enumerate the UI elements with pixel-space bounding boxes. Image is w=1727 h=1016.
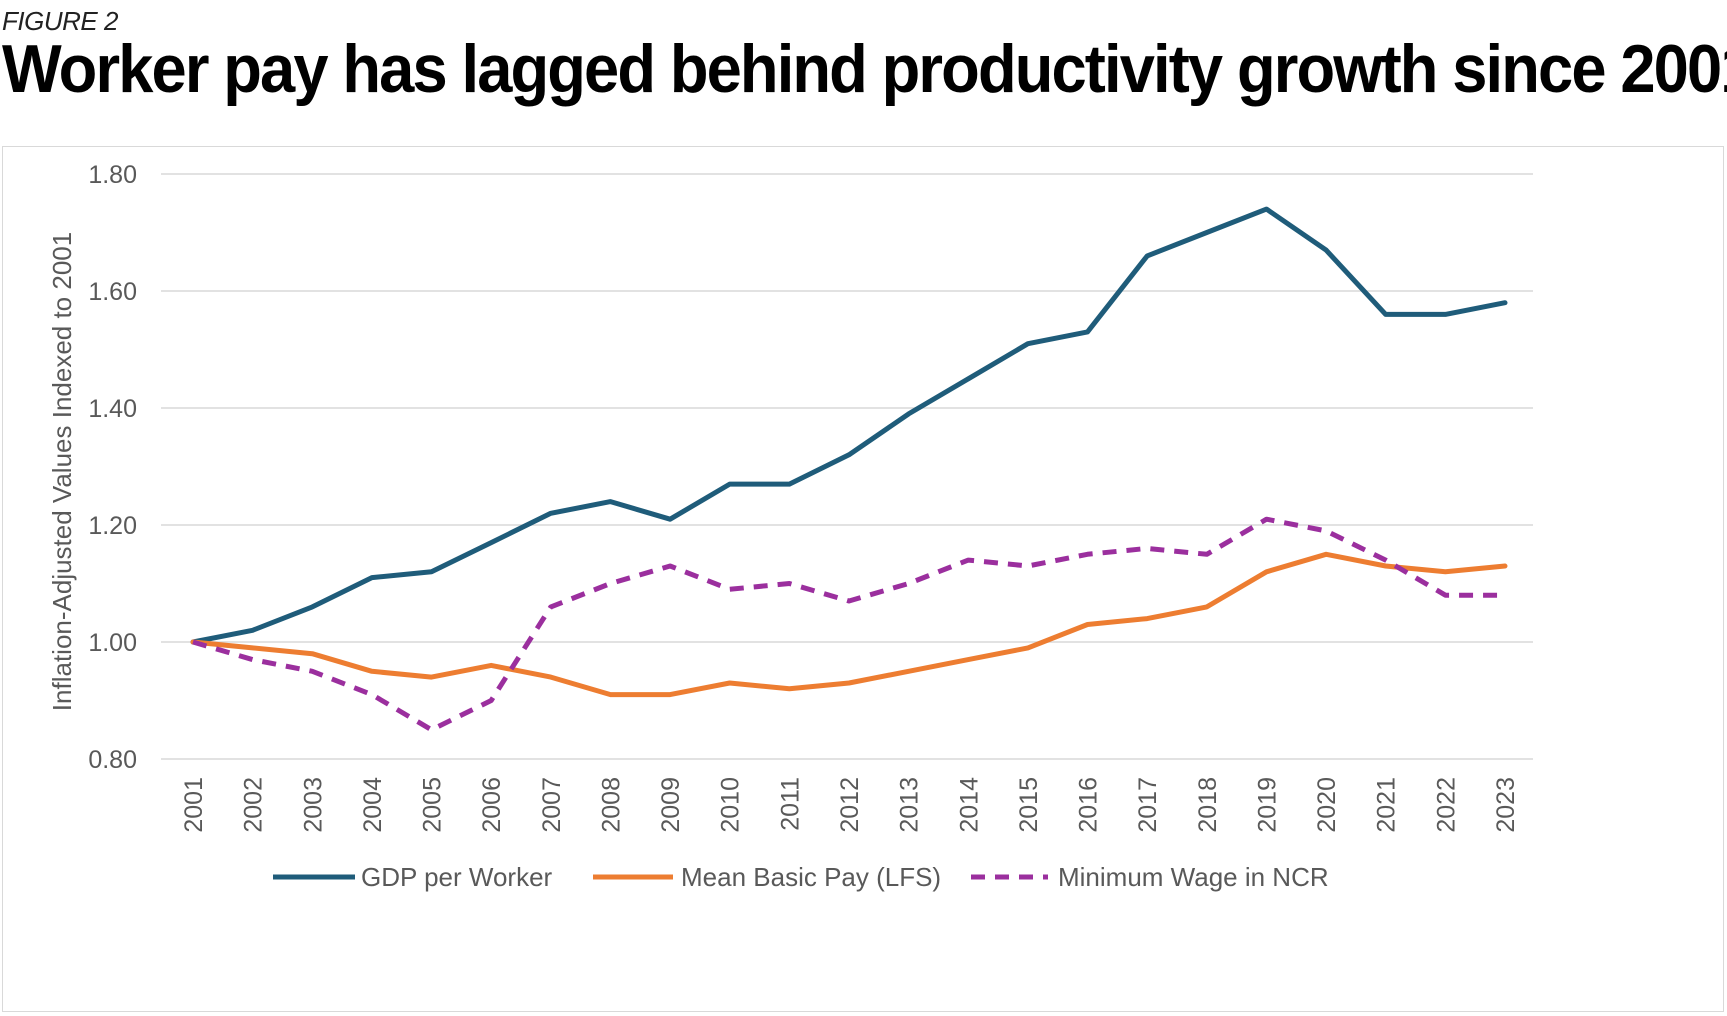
x-tick-label: 2003 (299, 777, 327, 833)
line-chart: 0.80 1.00 1.20 1.40 1.60 1.80 Inflation-Adjust… (47, 161, 1533, 892)
x-tick-label: 2012 (836, 777, 864, 833)
x-tick-label: 2002 (240, 777, 268, 833)
x-tick-label: 2023 (1492, 777, 1520, 833)
y-tick-label: 1.40 (88, 395, 137, 423)
x-tick-label: 2013 (896, 777, 924, 833)
y-tick-label: 0.80 (88, 746, 137, 774)
series-line-gdp-per-worker (190, 206, 1508, 645)
x-tick-label: 2021 (1373, 777, 1401, 833)
x-tick-label: 2009 (657, 777, 685, 833)
x-tick-label: 2010 (717, 777, 745, 833)
y-tick-label: 1.20 (88, 512, 137, 540)
series-line-mean-basic-pay-lfs- (190, 551, 1508, 698)
x-tick-label: 2020 (1313, 777, 1341, 833)
x-tick-label: 2019 (1253, 777, 1281, 833)
x-tick-label: 2005 (419, 777, 447, 833)
y-tick-label: 1.80 (88, 161, 137, 189)
x-tick-label: 2004 (359, 777, 387, 833)
legend-label: Mean Basic Pay (LFS) (681, 862, 941, 892)
chart-frame: 0.80 1.00 1.20 1.40 1.60 1.80 Inflation-Adjust… (2, 146, 1724, 1012)
x-tick-label: 2014 (955, 777, 983, 833)
x-tick-label: 2015 (1015, 777, 1043, 833)
x-tick-label: 2006 (478, 777, 506, 833)
legend-label: GDP per Worker (361, 862, 553, 892)
y-tick-label: 1.00 (88, 629, 137, 657)
x-tick-label: 2007 (538, 777, 566, 833)
x-tick-label: 2008 (597, 777, 625, 833)
x-tick-label: 2001 (180, 777, 208, 833)
x-tick-label: 2011 (776, 777, 804, 831)
x-tick-label: 2017 (1134, 777, 1162, 833)
x-tick-label: 2018 (1194, 777, 1222, 833)
chart-title: Worker pay has lagged behind productivit… (2, 31, 1727, 107)
legend-label: Minimum Wage in NCR (1058, 862, 1329, 892)
y-tick-label: 1.60 (88, 278, 137, 306)
y-axis-label: Inflation-Adjusted Values Indexed to 200… (47, 232, 77, 711)
figure-label: FIGURE 2 (2, 6, 118, 36)
x-tick-label: 2016 (1075, 777, 1103, 833)
series-line-minimum-wage-in-ncr (192, 516, 1505, 733)
x-tick-label: 2022 (1432, 777, 1460, 833)
